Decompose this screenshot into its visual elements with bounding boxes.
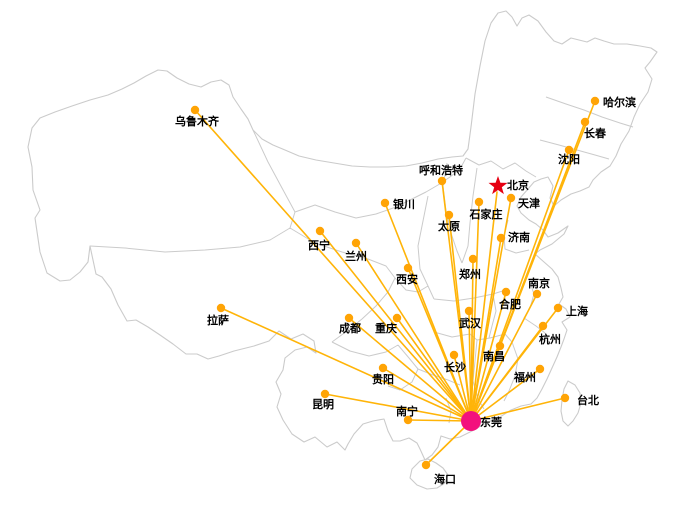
city-label-hangzhou: 杭州 — [539, 332, 561, 346]
city-dot-hefei — [501, 287, 511, 297]
city-label-taiyuan: 太原 — [437, 219, 460, 233]
city-label-urumqi: 乌鲁木齐 — [175, 114, 220, 128]
city-dot-chongqing — [392, 313, 402, 323]
route-line-hangzhou — [470, 325, 544, 422]
city-label-changchun: 长春 — [584, 126, 607, 140]
route-line-taiyuan — [448, 214, 472, 422]
city-label-zhengzhou: 郑州 — [459, 267, 481, 281]
city-dot-taipei — [560, 393, 570, 403]
city-dot-nanning — [403, 415, 413, 425]
hub-dot-dongguan — [461, 411, 481, 431]
hainan-island — [409, 458, 449, 490]
route-line-taipei — [470, 397, 566, 422]
city-dot-hohhot — [437, 176, 447, 186]
city-dot-tianjin — [506, 193, 516, 203]
city-label-haikou: 海口 — [434, 472, 456, 486]
city-dot-chengdu — [344, 313, 354, 323]
city-dot-guiyang — [378, 363, 388, 373]
city-dot-wuhan — [464, 306, 474, 316]
city-dot-changchun — [580, 117, 590, 127]
city-dot-shijiazhuang — [474, 197, 484, 207]
city-dot-shanghai — [553, 303, 563, 313]
route-line-jinan — [470, 237, 502, 422]
city-dot-urumqi — [190, 105, 200, 115]
capital-star-icon-beijing — [488, 176, 508, 195]
route-line-changsha — [453, 354, 472, 422]
city-dot-taiyuan — [444, 210, 454, 220]
city-label-wuhan: 武汉 — [459, 316, 482, 330]
city-label-shijiazhuang: 石家庄 — [469, 207, 503, 221]
route-line-lhasa — [220, 307, 472, 422]
route-line-guiyang — [382, 367, 472, 422]
city-dot-nanjing — [532, 289, 542, 299]
city-label-xining: 西宁 — [308, 238, 330, 252]
route-line-fuzhou — [470, 368, 541, 422]
route-line-nanchang — [470, 345, 501, 422]
route-line-shenyang — [470, 149, 570, 422]
city-label-xian: 西安 — [396, 272, 418, 286]
city-dot-zhengzhou — [468, 254, 478, 264]
city-label-hefei: 合肥 — [499, 297, 521, 311]
city-dot-xian — [403, 263, 413, 273]
city-markers-layer — [190, 96, 600, 470]
route-line-haikou — [425, 420, 472, 466]
city-label-chengdu: 成都 — [339, 321, 361, 335]
city-label-yinchuan: 银川 — [393, 197, 415, 211]
route-line-zhengzhou — [470, 258, 474, 422]
city-dot-nanchang — [495, 341, 505, 351]
city-label-dongguan: 东莞 — [480, 415, 502, 429]
city-dot-jinan — [496, 233, 506, 243]
city-label-nanchang: 南昌 — [483, 349, 505, 363]
city-label-nanjing: 南京 — [528, 276, 550, 290]
city-label-nanning: 南宁 — [396, 404, 418, 418]
city-dot-shenyang — [564, 145, 574, 155]
city-label-tianjin: 天津 — [518, 196, 540, 210]
city-label-chongqing: 重庆 — [375, 321, 397, 335]
route-lines-layer — [194, 100, 596, 466]
city-dot-lhasa — [216, 303, 226, 313]
city-dot-kunming — [320, 389, 330, 399]
mainland-outline — [27, 10, 658, 461]
route-line-nanjing — [470, 293, 538, 422]
city-label-shanghai: 上海 — [566, 304, 588, 318]
city-label-harbin: 哈尔滨 — [603, 95, 636, 109]
city-dot-fuzhou — [535, 364, 545, 374]
route-line-xining — [319, 230, 472, 422]
city-label-taipei: 台北 — [577, 393, 599, 407]
city-label-shenyang: 沈阳 — [558, 152, 580, 166]
city-dot-harbin — [590, 96, 600, 106]
city-dot-xining — [315, 226, 325, 236]
city-label-fuzhou: 福州 — [513, 370, 536, 384]
city-dot-hangzhou — [538, 321, 548, 331]
route-line-beijing — [470, 191, 498, 422]
route-line-chongqing — [396, 317, 472, 422]
route-line-urumqi — [194, 109, 472, 422]
route-line-chengdu — [348, 317, 472, 422]
city-label-guiyang: 贵阳 — [372, 372, 394, 386]
city-label-changsha: 长沙 — [444, 360, 466, 374]
city-dot-lanzhou — [351, 238, 361, 248]
route-line-xian — [407, 267, 472, 422]
city-label-jinan: 济南 — [508, 230, 530, 244]
city-label-beijing: 北京 — [507, 178, 529, 192]
route-line-shijiazhuang — [470, 201, 480, 422]
route-line-kunming — [324, 393, 472, 422]
city-label-lhasa: 拉萨 — [207, 313, 229, 327]
city-dot-changsha — [449, 350, 459, 360]
route-line-hefei — [470, 291, 507, 422]
route-line-nanning — [407, 419, 472, 422]
city-dot-yinchuan — [380, 198, 390, 208]
city-label-kunming: 昆明 — [312, 398, 334, 411]
city-label-lanzhou: 兰州 — [345, 249, 367, 263]
city-label-hohhot: 呼和浩特 — [419, 163, 463, 177]
route-line-lanzhou — [355, 242, 472, 422]
city-dot-haikou — [421, 460, 431, 470]
route-line-wuhan — [468, 310, 472, 422]
